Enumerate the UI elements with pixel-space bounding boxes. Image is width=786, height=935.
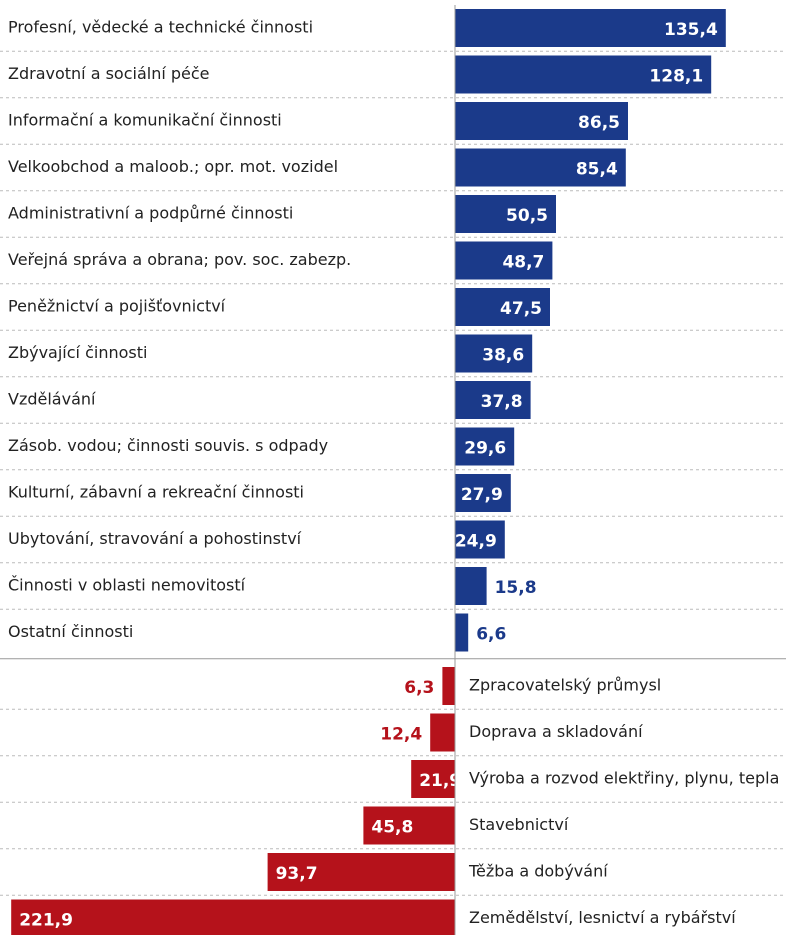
category-label: Těžba a dobývání <box>468 862 608 881</box>
value-label: 48,7 <box>502 253 544 273</box>
value-label: 21,9 <box>419 771 461 791</box>
bar <box>11 899 455 935</box>
bar <box>442 667 455 705</box>
bar <box>455 148 626 187</box>
value-label: 85,4 <box>576 160 618 180</box>
bar <box>455 288 550 326</box>
value-label: 6,3 <box>404 678 434 698</box>
category-label: Veřejná správa a obrana; pov. soc. zabez… <box>8 250 351 269</box>
bar <box>455 195 556 233</box>
value-label: 135,4 <box>664 20 718 40</box>
bar <box>455 381 531 419</box>
value-label: 12,4 <box>380 725 422 745</box>
bar <box>455 474 511 512</box>
value-label: 37,8 <box>481 392 523 412</box>
bar <box>455 241 553 280</box>
category-label: Kulturní, zábavní a rekreační činnosti <box>8 483 304 502</box>
value-label: 15,8 <box>495 578 537 598</box>
category-label: Doprava a skladování <box>469 722 643 741</box>
bar <box>455 520 505 559</box>
bar <box>411 760 455 798</box>
bar <box>267 853 455 891</box>
category-label: Činnosti v oblasti nemovitostí <box>8 576 246 595</box>
bar <box>430 713 455 752</box>
value-label: 27,9 <box>461 485 503 505</box>
category-label: Peněžnictví a pojišťovnictví <box>8 297 226 316</box>
category-label: Zbývající činnosti <box>8 343 147 362</box>
bar <box>455 102 628 140</box>
value-label: 29,6 <box>464 439 506 459</box>
category-label: Ubytování, stravování a pohostinství <box>8 529 302 548</box>
value-label: 47,5 <box>500 299 542 319</box>
category-label: Ostatní činnosti <box>8 622 133 641</box>
value-label: 221,9 <box>19 911 73 931</box>
category-label: Zpracovatelský průmysl <box>469 676 661 695</box>
value-label: 128,1 <box>649 67 703 87</box>
value-label: 93,7 <box>276 864 318 884</box>
bar <box>455 9 726 47</box>
category-label: Informační a komunikační činnosti <box>8 111 282 130</box>
bar <box>455 55 712 94</box>
value-label: 6,6 <box>476 625 506 645</box>
value-label: 24,9 <box>455 532 497 552</box>
category-label: Zemědělství, lesnictví a rybářství <box>469 908 736 927</box>
value-label: 86,5 <box>578 113 620 133</box>
category-label: Profesní, vědecké a technické činnosti <box>8 18 313 37</box>
category-label: Výroba a rozvod elektřiny, plynu, tepla <box>469 769 779 788</box>
bar <box>455 427 515 466</box>
bar <box>363 806 455 845</box>
bar <box>455 567 487 605</box>
category-label: Velkoobchod a maloob.; opr. mot. vozidel <box>8 157 338 176</box>
category-label: Administrativní a podpůrné činnosti <box>8 204 293 223</box>
category-label: Stavebnictví <box>469 815 569 834</box>
value-label: 50,5 <box>506 206 548 226</box>
category-label: Zdravotní a sociální péče <box>8 64 210 83</box>
value-label: 45,8 <box>371 818 413 838</box>
value-label: 38,6 <box>482 346 524 366</box>
category-label: Zásob. vodou; činnosti souvis. s odpady <box>8 436 328 455</box>
bar <box>455 334 533 373</box>
bar <box>455 613 469 652</box>
category-label: Vzdělávání <box>8 390 96 409</box>
